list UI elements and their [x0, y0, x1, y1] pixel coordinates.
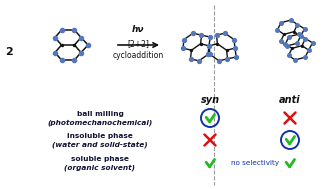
Text: [2+2]: [2+2] — [127, 40, 149, 49]
Text: (photomechanochemical): (photomechanochemical) — [47, 120, 153, 126]
Text: syn: syn — [200, 95, 219, 105]
Text: no selectivity: no selectivity — [231, 160, 279, 166]
Text: cycloaddition: cycloaddition — [112, 51, 164, 60]
Text: 2: 2 — [5, 47, 13, 57]
Text: hν: hν — [132, 26, 144, 35]
Text: soluble phase: soluble phase — [71, 156, 129, 162]
Text: ball milling: ball milling — [77, 111, 123, 117]
Text: (water and solid-state): (water and solid-state) — [52, 142, 148, 148]
Text: insoluble phase: insoluble phase — [67, 133, 133, 139]
Text: anti: anti — [279, 95, 301, 105]
Text: (organic solvent): (organic solvent) — [64, 165, 135, 171]
